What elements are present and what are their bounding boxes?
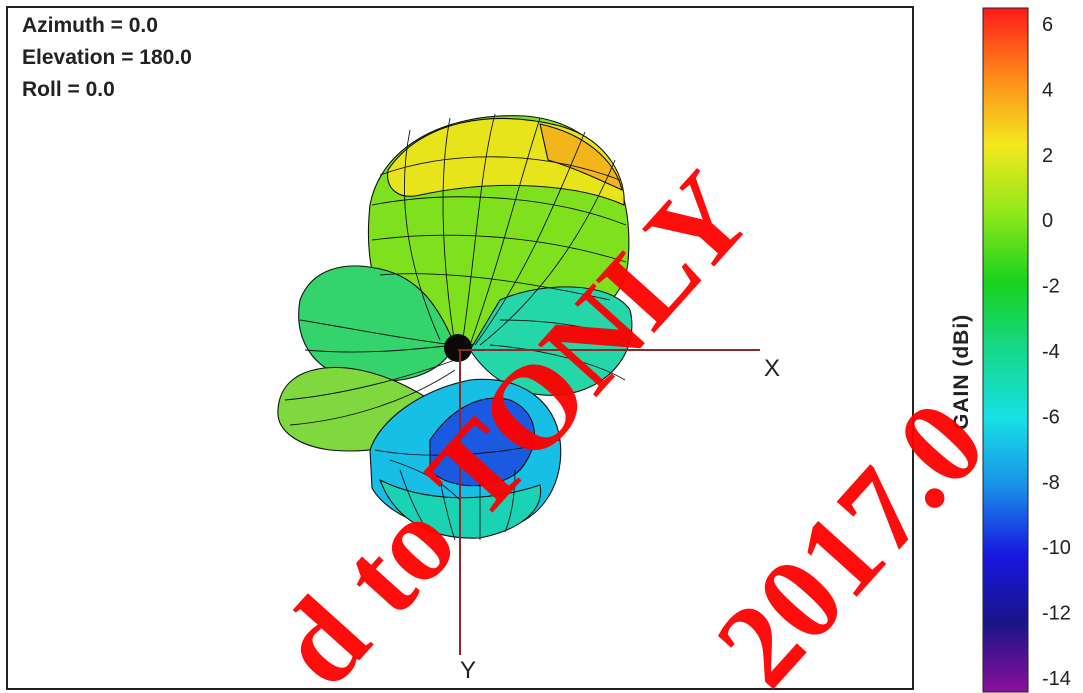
colorbar-ticks: 6 4 2 0 -2 -4 -6 -8 -10 -12 -14 xyxy=(1042,14,1071,690)
colorbar-tick-label: 6 xyxy=(1042,14,1053,36)
colorbar-tick-label: -6 xyxy=(1042,406,1060,428)
lower-lobe-deep xyxy=(429,397,536,487)
colorbar-tick-label: 0 xyxy=(1042,210,1053,232)
x-axis-label: X xyxy=(764,355,780,382)
colorbar xyxy=(982,7,1029,693)
colorbar-tick-label: -4 xyxy=(1042,341,1060,363)
watermark-text-b: 2017.0 xyxy=(690,376,1010,693)
colorbar-tick-label: -8 xyxy=(1042,472,1060,494)
colorbar-tick-label: -12 xyxy=(1042,603,1071,625)
colorbar-tick-label: -14 xyxy=(1042,668,1071,690)
gain-surface xyxy=(277,113,633,541)
colorbar-tick-label: -10 xyxy=(1042,537,1071,559)
pattern-center xyxy=(444,334,472,362)
y-axis-label: Y xyxy=(460,657,476,684)
mesh-lines xyxy=(284,113,633,541)
azimuth-readout: Azimuth = 0.0 xyxy=(22,14,158,37)
elevation-readout: Elevation = 180.0 xyxy=(22,46,192,69)
colorbar-tick-label: 2 xyxy=(1042,145,1053,167)
colorbar-tick-label: 4 xyxy=(1042,79,1053,101)
colorbar-title: GAIN (dBi) xyxy=(950,314,973,430)
roll-readout: Roll = 0.0 xyxy=(22,78,115,101)
colorbar-tick-label: -2 xyxy=(1042,276,1060,298)
